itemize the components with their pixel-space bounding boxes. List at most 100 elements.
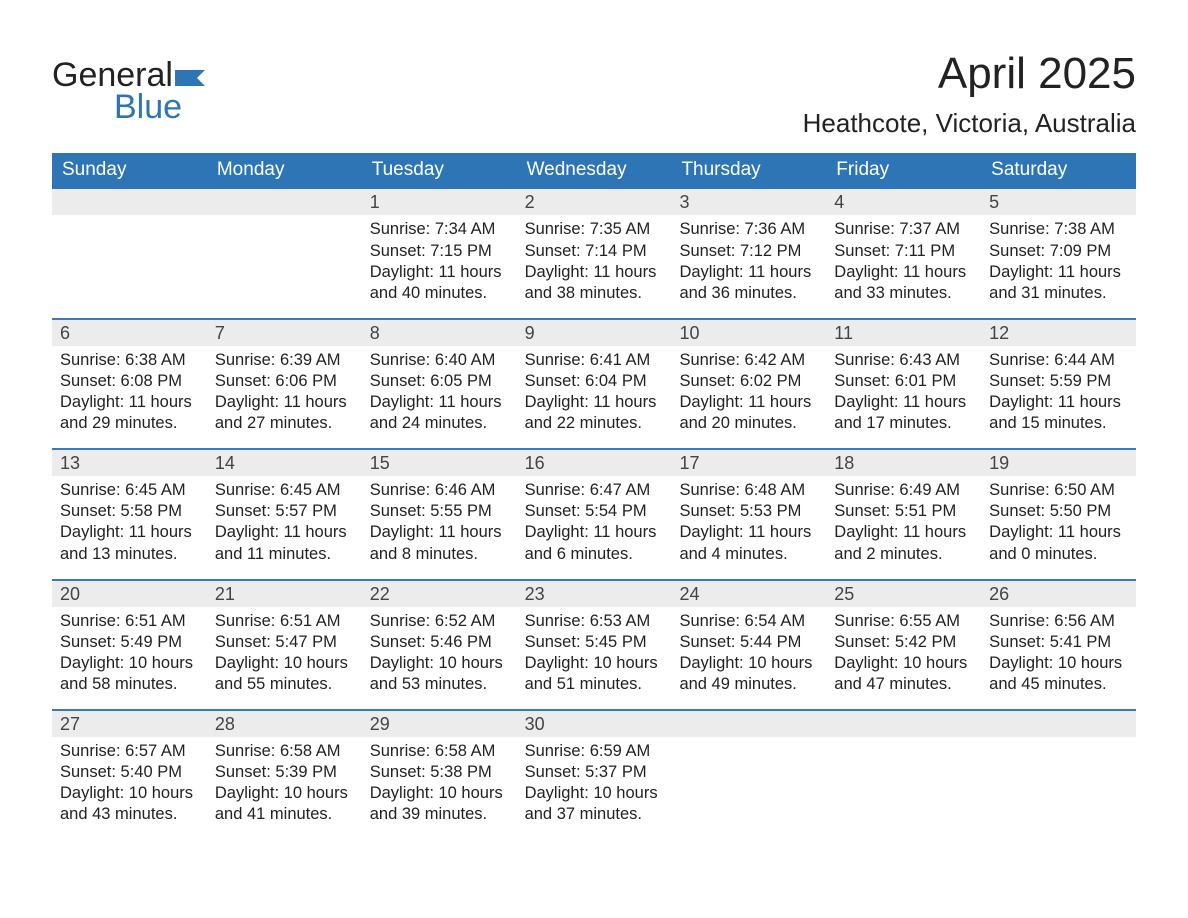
daylight1-line: Daylight: 11 hours [370,262,509,283]
daylight1-line: Daylight: 11 hours [525,522,664,543]
daylight2-line: and 29 minutes. [60,413,199,434]
sunrise-line: Sunrise: 6:45 AM [215,480,354,501]
sunrise-line: Sunrise: 6:58 AM [215,741,354,762]
sunrise-line: Sunrise: 7:36 AM [679,219,818,240]
header-row: General Blue April 2025 Heathcote, Victo… [52,50,1136,139]
sunrise-line: Sunrise: 7:35 AM [525,219,664,240]
day-number: 13 [52,450,207,476]
sunset-line: Sunset: 5:55 PM [370,501,509,522]
day-number: 2 [517,189,672,215]
day-number: 12 [981,320,1136,346]
day-number: 29 [362,711,517,737]
sunset-line: Sunset: 5:42 PM [834,632,973,653]
calendar-grid: Sunday Monday Tuesday Wednesday Thursday… [52,153,1136,839]
sunset-line: Sunset: 7:12 PM [679,241,818,262]
day-number [826,711,981,737]
day-header: Tuesday [362,153,517,189]
day-number: 6 [52,320,207,346]
daylight2-line: and 24 minutes. [370,413,509,434]
location-subtitle: Heathcote, Victoria, Australia [803,108,1136,139]
day-number: 14 [207,450,362,476]
day-number: 1 [362,189,517,215]
sunset-line: Sunset: 5:47 PM [215,632,354,653]
day-details: Sunrise: 6:58 AMSunset: 5:39 PMDaylight:… [207,737,362,825]
sunset-line: Sunset: 5:40 PM [60,762,199,783]
sunrise-line: Sunrise: 6:58 AM [370,741,509,762]
day-header: Saturday [981,153,1136,189]
day-cell: 30 Sunrise: 6:59 AMSunset: 5:37 PMDayligh… [517,711,672,839]
daylight2-line: and 58 minutes. [60,674,199,695]
daylight2-line: and 27 minutes. [215,413,354,434]
day-cell [671,711,826,839]
sunset-line: Sunset: 5:44 PM [679,632,818,653]
day-details: Sunrise: 7:35 AMSunset: 7:14 PMDaylight:… [517,215,672,303]
sunset-line: Sunset: 6:02 PM [679,371,818,392]
day-header: Monday [207,153,362,189]
sunrise-line: Sunrise: 6:54 AM [679,611,818,632]
day-cell: 14Sunrise: 6:45 AMSunset: 5:57 PMDayligh… [207,450,362,578]
daylight1-line: Daylight: 11 hours [370,392,509,413]
day-number: 20 [52,581,207,607]
day-cell: 26Sunrise: 6:56 AMSunset: 5:41 PMDayligh… [981,581,1136,709]
sunset-line: Sunset: 5:38 PM [370,762,509,783]
day-number: 5 [981,189,1136,215]
sunrise-line: Sunrise: 7:38 AM [989,219,1128,240]
day-cell [981,711,1136,839]
day-details: Sunrise: 6:42 AMSunset: 6:02 PMDaylight:… [671,346,826,434]
day-cell: 16Sunrise: 6:47 AMSunset: 5:54 PMDayligh… [517,450,672,578]
daylight2-line: and 51 minutes. [525,674,664,695]
sunrise-line: Sunrise: 6:53 AM [525,611,664,632]
daylight1-line: Daylight: 10 hours [525,783,664,804]
daylight2-line: and 39 minutes. [370,804,509,825]
sunrise-line: Sunrise: 6:48 AM [679,480,818,501]
day-number: 30 [517,711,672,737]
day-details: Sunrise: 6:39 AMSunset: 6:06 PMDaylight:… [207,346,362,434]
daylight1-line: Daylight: 11 hours [679,522,818,543]
sunrise-line: Sunrise: 7:34 AM [370,219,509,240]
sunrise-line: Sunrise: 6:46 AM [370,480,509,501]
daylight2-line: and 37 minutes. [525,804,664,825]
sunset-line: Sunset: 5:41 PM [989,632,1128,653]
day-number [207,189,362,215]
sunset-line: Sunset: 7:15 PM [370,241,509,262]
daylight1-line: Daylight: 11 hours [679,262,818,283]
sunset-line: Sunset: 5:37 PM [525,762,664,783]
day-header-row: Sunday Monday Tuesday Wednesday Thursday… [52,153,1136,189]
week-row: 13Sunrise: 6:45 AMSunset: 5:58 PMDayligh… [52,448,1136,578]
day-details: Sunrise: 7:34 AMSunset: 7:15 PMDaylight:… [362,215,517,303]
daylight2-line: and 31 minutes. [989,283,1128,304]
daylight2-line: and 22 minutes. [525,413,664,434]
day-cell: 10Sunrise: 6:42 AMSunset: 6:02 PMDayligh… [671,320,826,448]
daylight2-line: and 20 minutes. [679,413,818,434]
daylight2-line: and 40 minutes. [370,283,509,304]
sunrise-line: Sunrise: 6:51 AM [215,611,354,632]
day-cell: 12Sunrise: 6:44 AMSunset: 5:59 PMDayligh… [981,320,1136,448]
week-row: 1Sunrise: 7:34 AMSunset: 7:15 PMDaylight… [52,189,1136,317]
daylight1-line: Daylight: 11 hours [60,522,199,543]
title-block: April 2025 Heathcote, Victoria, Australi… [803,50,1136,139]
sunrise-line: Sunrise: 6:52 AM [370,611,509,632]
day-cell: 13Sunrise: 6:45 AMSunset: 5:58 PMDayligh… [52,450,207,578]
daylight1-line: Daylight: 10 hours [834,653,973,674]
daylight1-line: Daylight: 10 hours [989,653,1128,674]
daylight1-line: Daylight: 10 hours [215,653,354,674]
daylight1-line: Daylight: 10 hours [370,783,509,804]
day-details: Sunrise: 6:49 AMSunset: 5:51 PMDaylight:… [826,476,981,564]
day-cell: 28Sunrise: 6:58 AMSunset: 5:39 PMDayligh… [207,711,362,839]
day-number: 25 [826,581,981,607]
sunrise-line: Sunrise: 6:45 AM [60,480,199,501]
logo-text-bottom: Blue [114,88,182,127]
day-details: Sunrise: 6:58 AMSunset: 5:38 PMDaylight:… [362,737,517,825]
daylight1-line: Daylight: 11 hours [525,262,664,283]
day-cell: 1Sunrise: 7:34 AMSunset: 7:15 PMDaylight… [362,189,517,317]
day-details: Sunrise: 7:37 AMSunset: 7:11 PMDaylight:… [826,215,981,303]
daylight2-line: and 38 minutes. [525,283,664,304]
daylight1-line: Daylight: 11 hours [215,392,354,413]
daylight2-line: and 43 minutes. [60,804,199,825]
daylight1-line: Daylight: 10 hours [215,783,354,804]
month-title: April 2025 [803,50,1136,98]
calendar-page: General Blue April 2025 Heathcote, Victo… [0,0,1188,870]
sunrise-line: Sunrise: 6:59 AM [525,741,664,762]
daylight1-line: Daylight: 11 hours [989,392,1128,413]
day-cell: 24Sunrise: 6:54 AMSunset: 5:44 PMDayligh… [671,581,826,709]
